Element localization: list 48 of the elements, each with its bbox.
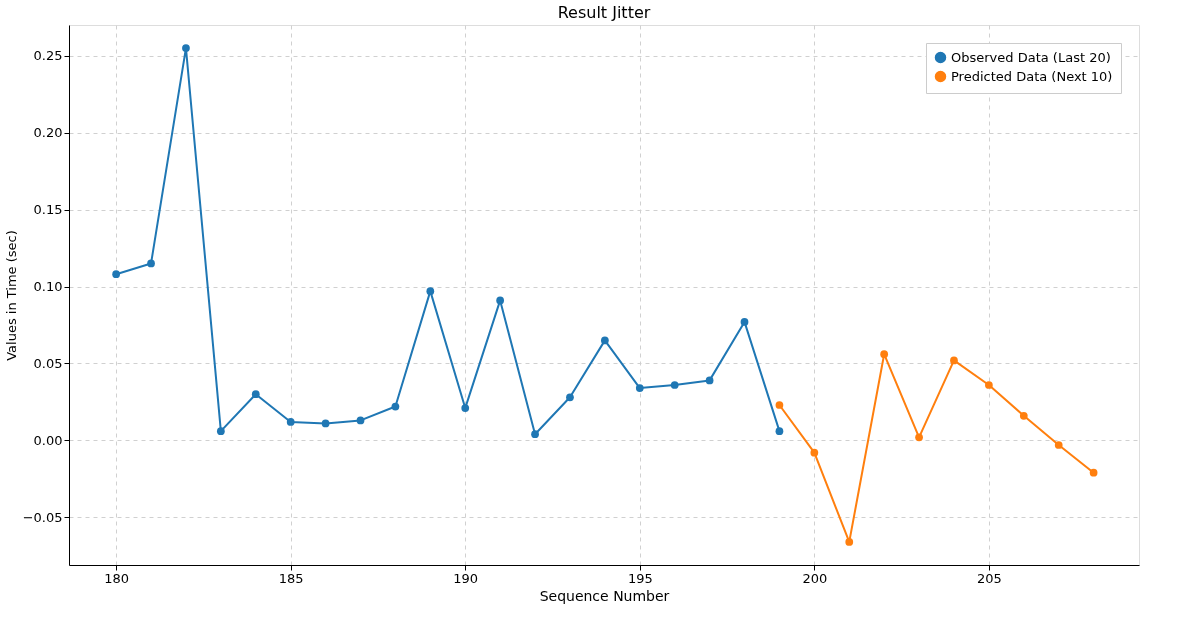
point (775, 427, 784, 436)
point (950, 356, 958, 365)
point (251, 390, 260, 399)
point (286, 418, 295, 426)
point (740, 318, 749, 326)
chart-title: Result Jitter (557, 3, 651, 22)
point (705, 376, 714, 385)
point (915, 433, 923, 442)
x-tick-label: 185 (278, 570, 304, 586)
point (635, 384, 644, 392)
y-tick-label: −0.05 (22, 509, 63, 525)
point (147, 259, 155, 268)
point (182, 44, 190, 52)
legend-label: Predicted Data (Next 10) (951, 68, 1113, 84)
point (985, 381, 993, 389)
point (426, 287, 435, 296)
y-tick-label: 0.00 (33, 432, 63, 448)
point (461, 404, 470, 412)
point (845, 538, 854, 546)
x-tick-label: 190 (453, 570, 479, 586)
x-tick-label: 180 (104, 570, 130, 586)
point (601, 336, 609, 345)
point (810, 448, 819, 457)
point (356, 416, 365, 425)
point (880, 350, 889, 359)
y-tick-label: 0.25 (33, 48, 63, 64)
point (391, 402, 400, 411)
point (1019, 411, 1028, 420)
y-axis-title: Values in Time (sec) (3, 230, 19, 361)
point (670, 381, 679, 389)
point (531, 430, 539, 439)
point (112, 270, 120, 279)
y-tick-label: 0.15 (33, 202, 63, 218)
point (566, 393, 574, 402)
point (1089, 468, 1098, 477)
legend-label: Observed Data (Last 20) (951, 49, 1111, 65)
point (775, 401, 784, 409)
y-tick-label: 0.05 (33, 355, 63, 371)
point (496, 296, 505, 305)
y-tick-label: 0.10 (33, 279, 63, 295)
x-tick-label: 205 (976, 570, 1002, 586)
x-axis-title: Sequence Number (539, 587, 670, 604)
y-tick-label: 0.20 (33, 125, 63, 141)
point (321, 419, 330, 428)
point (216, 427, 225, 436)
x-tick-label: 195 (627, 570, 653, 586)
x-tick-label: 200 (802, 570, 828, 586)
point (1054, 441, 1063, 449)
